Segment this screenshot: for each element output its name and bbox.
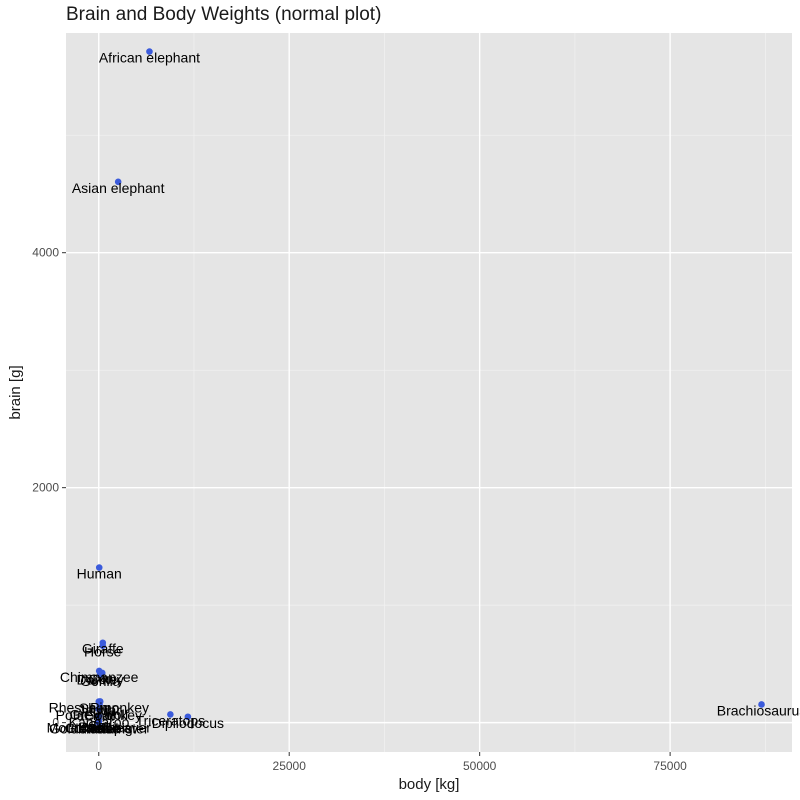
point-label: Goat — [84, 707, 114, 723]
point-label: Guinea pig — [65, 720, 133, 736]
data-point — [146, 48, 153, 55]
point-label: Brachiosaurus — [717, 702, 800, 718]
point-label: Gorilla — [80, 673, 121, 689]
point-label: Horse — [84, 644, 122, 660]
x-axis-title: body [kg] — [399, 776, 460, 793]
data-point — [95, 705, 103, 713]
axis-ticks: 0 25000 50000 75000 0 2000 4000 — [32, 246, 687, 773]
major-gridlines — [66, 33, 792, 752]
data-point — [99, 639, 107, 647]
point-label: Sheep — [79, 700, 120, 716]
x-tick-label: 75000 — [653, 759, 687, 773]
point-label: Mountain beaver — [47, 720, 152, 736]
point-label: Human — [77, 566, 122, 582]
data-point — [95, 712, 103, 720]
minor-gridlines — [66, 33, 792, 752]
data-point — [95, 718, 103, 726]
point-label: Pig — [90, 699, 110, 715]
y-tick-label: 0 — [52, 716, 59, 730]
point-label: Chimpanzee — [60, 669, 139, 685]
data-points — [95, 48, 765, 726]
x-tick-label: 25000 — [273, 759, 307, 773]
point-label: Dipliodocus — [152, 715, 224, 731]
y-tick-label: 4000 — [32, 246, 59, 260]
x-tick-label: 50000 — [463, 759, 497, 773]
point-label: Grey wolf — [69, 707, 128, 723]
data-point — [114, 178, 122, 186]
point-label: Triceratops — [136, 712, 206, 728]
data-point — [167, 711, 174, 718]
point-label: Golden hamster — [49, 721, 149, 737]
point-label: Asian elephant — [72, 180, 165, 196]
point-label: Giraffe — [82, 641, 124, 657]
point-label: Cow — [88, 671, 117, 687]
data-point — [758, 701, 765, 708]
point-label: Rat — [88, 720, 110, 736]
y-tick-label: 2000 — [32, 481, 59, 495]
point-label: Rabbit — [79, 719, 120, 735]
point-label: Potar monkey — [56, 707, 142, 723]
point-label: African elephant — [99, 50, 200, 66]
point-label: Donkey — [76, 671, 123, 687]
data-point — [96, 698, 104, 705]
x-tick-label: 0 — [95, 759, 102, 773]
y-axis-title: brain [g] — [7, 365, 24, 419]
point-label: Cat — [88, 718, 110, 734]
data-point — [95, 564, 103, 571]
data-point — [184, 713, 192, 721]
point-label: Jaguar — [78, 702, 121, 718]
data-point — [95, 667, 103, 675]
point-label: Kangaroo — [69, 714, 130, 730]
point-label: Mole — [84, 720, 115, 736]
point-label: Mouse — [78, 721, 120, 737]
plot-panel — [66, 33, 792, 752]
point-label: Rhesus monkey — [49, 700, 149, 716]
chart-title: Brain and Body Weights (normal plot) — [66, 4, 382, 25]
